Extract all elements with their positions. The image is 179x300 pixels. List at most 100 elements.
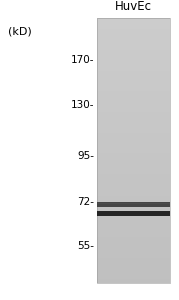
Bar bbox=[97, 92, 170, 94]
Bar bbox=[97, 256, 170, 258]
Bar bbox=[97, 246, 170, 247]
Bar bbox=[97, 76, 170, 78]
Bar bbox=[97, 158, 170, 160]
Bar bbox=[97, 47, 170, 49]
Bar bbox=[97, 239, 170, 241]
Bar bbox=[97, 137, 170, 139]
Bar bbox=[97, 135, 170, 136]
Bar bbox=[97, 197, 170, 198]
Bar bbox=[97, 265, 170, 266]
Bar bbox=[97, 105, 170, 107]
Text: 72-: 72- bbox=[77, 197, 94, 207]
Bar bbox=[97, 25, 170, 26]
Bar bbox=[97, 50, 170, 51]
Bar bbox=[97, 151, 170, 152]
Bar bbox=[97, 268, 170, 270]
Bar bbox=[97, 101, 170, 103]
Bar bbox=[97, 68, 170, 70]
Bar bbox=[97, 160, 170, 161]
Bar bbox=[97, 55, 170, 56]
Bar bbox=[97, 78, 170, 79]
Bar bbox=[97, 244, 170, 246]
Bar bbox=[97, 192, 170, 193]
Bar bbox=[97, 72, 170, 74]
Bar bbox=[97, 111, 170, 112]
Bar bbox=[97, 258, 170, 259]
Bar bbox=[97, 242, 170, 243]
Bar bbox=[97, 260, 170, 262]
Bar bbox=[97, 205, 170, 206]
Bar bbox=[97, 74, 170, 75]
Bar bbox=[97, 255, 170, 256]
Bar bbox=[97, 145, 170, 146]
Bar bbox=[97, 188, 170, 189]
Bar bbox=[97, 89, 170, 91]
Bar bbox=[97, 231, 170, 233]
Bar bbox=[97, 241, 170, 242]
Bar bbox=[97, 103, 170, 104]
Bar bbox=[97, 219, 170, 221]
Bar bbox=[97, 35, 170, 37]
Bar bbox=[97, 254, 170, 255]
Bar bbox=[97, 64, 170, 66]
Bar bbox=[97, 262, 170, 263]
Bar bbox=[97, 251, 170, 253]
Bar bbox=[97, 213, 170, 214]
Bar bbox=[97, 169, 170, 170]
Bar bbox=[97, 40, 170, 42]
Bar bbox=[97, 157, 170, 158]
Bar bbox=[97, 211, 170, 216]
Bar bbox=[97, 215, 170, 217]
Bar bbox=[97, 181, 170, 182]
Bar bbox=[97, 279, 170, 280]
Bar bbox=[97, 42, 170, 43]
Bar bbox=[97, 162, 170, 164]
Bar bbox=[97, 60, 170, 62]
Bar bbox=[97, 176, 170, 177]
Bar bbox=[97, 203, 170, 205]
Bar bbox=[97, 99, 170, 100]
Bar bbox=[97, 270, 170, 271]
Bar bbox=[97, 79, 170, 80]
Bar bbox=[97, 161, 170, 162]
Bar bbox=[97, 120, 170, 122]
Text: 95-: 95- bbox=[77, 151, 94, 161]
Bar bbox=[97, 67, 170, 68]
Bar bbox=[97, 27, 170, 28]
Bar bbox=[97, 75, 170, 76]
Bar bbox=[97, 189, 170, 190]
Bar bbox=[97, 148, 170, 149]
Bar bbox=[97, 23, 170, 25]
Bar bbox=[97, 152, 170, 153]
Bar bbox=[97, 116, 170, 117]
Bar bbox=[97, 227, 170, 229]
Bar bbox=[97, 267, 170, 268]
Bar bbox=[97, 119, 170, 120]
Bar bbox=[97, 238, 170, 239]
Bar bbox=[97, 274, 170, 275]
Bar bbox=[97, 282, 170, 283]
Bar bbox=[97, 80, 170, 82]
Bar bbox=[97, 202, 170, 203]
Text: 170-: 170- bbox=[71, 56, 94, 65]
Bar bbox=[97, 225, 170, 226]
Bar bbox=[97, 280, 170, 282]
Bar bbox=[97, 226, 170, 227]
Bar bbox=[97, 129, 170, 130]
Bar bbox=[97, 153, 170, 154]
Bar bbox=[97, 83, 170, 84]
Bar bbox=[97, 98, 170, 99]
Bar bbox=[97, 272, 170, 274]
Bar bbox=[97, 212, 170, 213]
Bar bbox=[97, 209, 170, 210]
Bar bbox=[97, 37, 170, 38]
Bar bbox=[97, 33, 170, 34]
Bar bbox=[97, 224, 170, 225]
Bar bbox=[97, 184, 170, 185]
Bar bbox=[97, 263, 170, 265]
Bar bbox=[97, 108, 170, 110]
Bar bbox=[97, 200, 170, 201]
Bar bbox=[97, 234, 170, 235]
Bar bbox=[97, 229, 170, 230]
Bar bbox=[97, 217, 170, 218]
